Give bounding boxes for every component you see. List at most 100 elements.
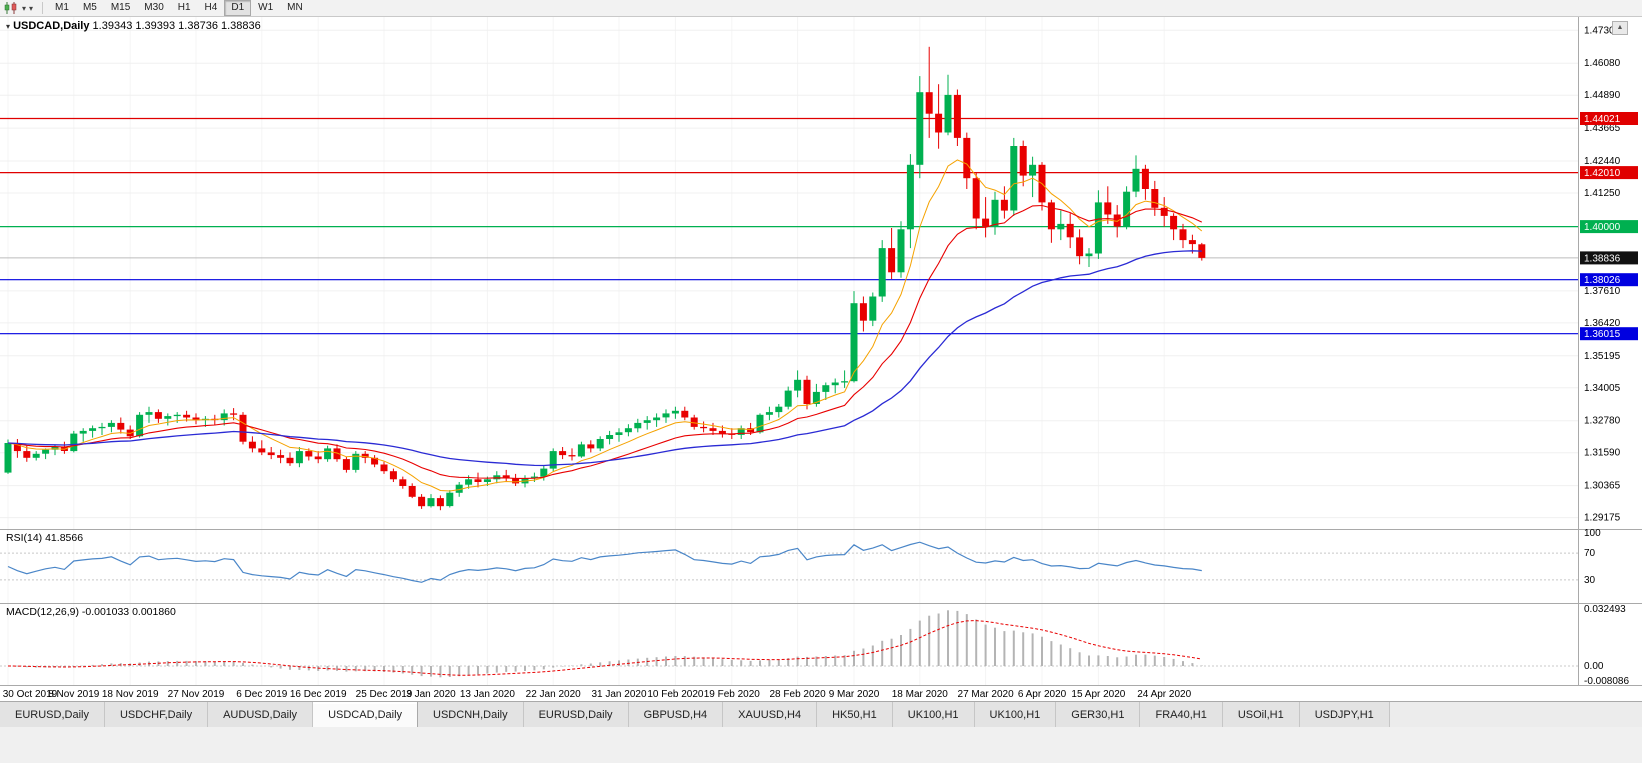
timeframe-bar: M1 M5 M15 M30 H1 H4 D1 W1 MN (48, 0, 310, 16)
timeframe-button-m1[interactable]: M1 (55, 2, 69, 13)
svg-text:19 Feb 2020: 19 Feb 2020 (704, 689, 761, 700)
svg-text:3 Jan 2020: 3 Jan 2020 (406, 689, 456, 700)
timeframe-button-w1[interactable]: W1 (258, 2, 274, 13)
window-tab-ger30-h1[interactable]: GER30,H1 (1056, 702, 1141, 727)
svg-text:13 Jan 2020: 13 Jan 2020 (460, 689, 515, 700)
rsi-indicator-label: RSI(14) 41.8566 (6, 532, 84, 544)
window-tab-usdchf-daily[interactable]: USDCHF,Daily (104, 702, 209, 727)
svg-text:1.43665: 1.43665 (1584, 123, 1621, 134)
ma-fast-line (7, 159, 1203, 492)
window-tab-uk100-h1[interactable]: UK100,H1 (974, 702, 1057, 727)
price-level-badge: 1.36015 (1580, 327, 1638, 341)
svg-text:1.37610: 1.37610 (1584, 286, 1621, 297)
timeframe-button-m30[interactable]: M30 (144, 2, 164, 13)
window-tab-usdcnh-daily[interactable]: USDCNH,Daily (418, 702, 524, 727)
svg-text:28 Feb 2020: 28 Feb 2020 (770, 689, 827, 700)
svg-text:18 Nov 2019: 18 Nov 2019 (102, 689, 159, 700)
svg-text:70: 70 (1584, 548, 1596, 559)
macd-axis-labels: 0.032493 0.00 -0.008086 (1584, 604, 1629, 687)
macd-indicator-label: MACD(12,26,9) -0.001033 0.001860 (6, 606, 176, 618)
svg-text:1.36420: 1.36420 (1584, 318, 1621, 329)
bottom-strip (0, 726, 1642, 763)
chart-symbol-period: USDCAD,Daily (13, 20, 90, 32)
collapse-arrow-icon[interactable]: ▾ (6, 22, 11, 31)
timeframe-toolbar: ▾ ▾ M1 M5 M15 M30 H1 H4 D1 W1 MN (0, 0, 1642, 17)
chart-canvas[interactable]: 1.47305 1.46080 1.44890 1.43665 1.42440 1.412… (0, 17, 1642, 701)
svg-text:30: 30 (1584, 575, 1596, 586)
price-level-badge: 1.38026 (1580, 273, 1638, 287)
horizontal-level-lines[interactable] (0, 117, 1578, 335)
price-level-badge: 1.42010 (1580, 166, 1638, 180)
window-tab-usoil-h1[interactable]: USOil,H1 (1222, 702, 1300, 727)
svg-text:1.35195: 1.35195 (1584, 351, 1621, 362)
ma-slow-line (7, 250, 1202, 467)
svg-text:1.47305: 1.47305 (1584, 25, 1621, 36)
svg-text:10 Feb 2020: 10 Feb 2020 (647, 689, 704, 700)
current-price-badge: 1.38836 (1580, 251, 1638, 265)
svg-text:1.44021: 1.44021 (1584, 114, 1621, 125)
svg-text:1.30365: 1.30365 (1584, 481, 1621, 492)
svg-text:1.31590: 1.31590 (1584, 448, 1621, 459)
svg-text:0.032493: 0.032493 (1584, 604, 1626, 615)
svg-text:8 Nov 2019: 8 Nov 2019 (48, 689, 100, 700)
macd-signal-line (7, 620, 1202, 676)
toolbar-icon-group: ▾ ▾ (0, 2, 37, 14)
svg-text:1.38836: 1.38836 (1584, 253, 1621, 264)
svg-text:1.41250: 1.41250 (1584, 188, 1621, 199)
svg-text:25 Dec 2019: 25 Dec 2019 (356, 689, 413, 700)
svg-text:16 Dec 2019: 16 Dec 2019 (290, 689, 347, 700)
svg-text:1.36015: 1.36015 (1584, 329, 1621, 340)
timeframe-button-m15[interactable]: M15 (110, 2, 131, 13)
window-tab-xauusd-h4[interactable]: XAUUSD,H4 (723, 702, 818, 727)
zoom-caret-icon[interactable]: ▾ (29, 3, 34, 13)
window-tab-eurusd-daily[interactable]: EURUSD,Daily (523, 702, 629, 727)
window-tab-audusd-daily[interactable]: AUDUSD,Daily (208, 702, 314, 727)
scroll-up-button[interactable]: ▲ (1612, 21, 1628, 35)
chart-area[interactable]: 1.47305 1.46080 1.44890 1.43665 1.42440 1.412… (0, 17, 1642, 701)
candles-layer (4, 46, 1206, 511)
candlestick-chart-icon[interactable] (4, 2, 19, 14)
svg-text:1.34005: 1.34005 (1584, 383, 1621, 394)
price-level-badge: 1.44021 (1580, 112, 1638, 125)
svg-text:100: 100 (1584, 528, 1601, 539)
svg-text:1.42010: 1.42010 (1584, 168, 1621, 179)
timeframe-button-m5[interactable]: M5 (82, 2, 97, 13)
svg-text:0.00: 0.00 (1584, 661, 1604, 672)
timeframe-button-h1[interactable]: H1 (177, 2, 191, 13)
svg-text:30 Oct 2019: 30 Oct 2019 (3, 689, 58, 700)
price-gridlines (0, 29, 1578, 519)
window-tab-eurusd-daily[interactable]: EURUSD,Daily (0, 702, 105, 727)
svg-text:6 Dec 2019: 6 Dec 2019 (236, 689, 288, 700)
window-tab-hk50-h1[interactable]: HK50,H1 (817, 702, 893, 727)
svg-text:6 Apr 2020: 6 Apr 2020 (1018, 689, 1067, 700)
rsi-line (7, 541, 1202, 583)
window-tab-usdcad-daily[interactable]: USDCAD,Daily (313, 702, 419, 727)
window-tab-uk100-h1[interactable]: UK100,H1 (892, 702, 975, 727)
svg-text:1.40000: 1.40000 (1584, 222, 1621, 233)
window-tab-usdjpy-h1[interactable]: USDJPY,H1 (1299, 702, 1390, 727)
svg-text:18 Mar 2020: 18 Mar 2020 (892, 689, 949, 700)
svg-text:1.29175: 1.29175 (1584, 513, 1621, 524)
toolbar-separator (42, 2, 44, 14)
timeframe-button-mn[interactable]: MN (287, 2, 303, 13)
chart-ohlc-values: 1.39343 1.39393 1.38736 1.38836 (92, 20, 261, 32)
price-level-badge: 1.40000 (1580, 220, 1638, 234)
window-tab-fra40-h1[interactable]: FRA40,H1 (1140, 702, 1223, 727)
svg-text:15 Apr 2020: 15 Apr 2020 (1071, 689, 1125, 700)
rsi-axis-labels: 100 70 30 (1584, 528, 1601, 586)
window-tab-gbpusd-h4[interactable]: GBPUSD,H4 (628, 702, 724, 727)
price-axis-labels[interactable]: 1.47305 1.46080 1.44890 1.43665 1.42440 1.412… (1584, 25, 1621, 523)
svg-text:24 Apr 2020: 24 Apr 2020 (1137, 689, 1191, 700)
svg-text:27 Nov 2019: 27 Nov 2019 (168, 689, 225, 700)
svg-text:31 Jan 2020: 31 Jan 2020 (591, 689, 646, 700)
window-tabs-bar: EURUSD,Daily USDCHF,Daily AUDUSD,Daily USDC… (0, 701, 1642, 727)
svg-text:1.38026: 1.38026 (1584, 275, 1621, 286)
chart-type-caret-icon[interactable]: ▾ (22, 3, 27, 13)
svg-text:1.46080: 1.46080 (1584, 58, 1621, 69)
svg-text:1.42440: 1.42440 (1584, 156, 1621, 167)
timeframe-button-h4[interactable]: H4 (204, 2, 218, 13)
timeframe-button-d1[interactable]: D1 (224, 0, 252, 16)
svg-text:27 Mar 2020: 27 Mar 2020 (958, 689, 1015, 700)
svg-text:22 Jan 2020: 22 Jan 2020 (526, 689, 581, 700)
